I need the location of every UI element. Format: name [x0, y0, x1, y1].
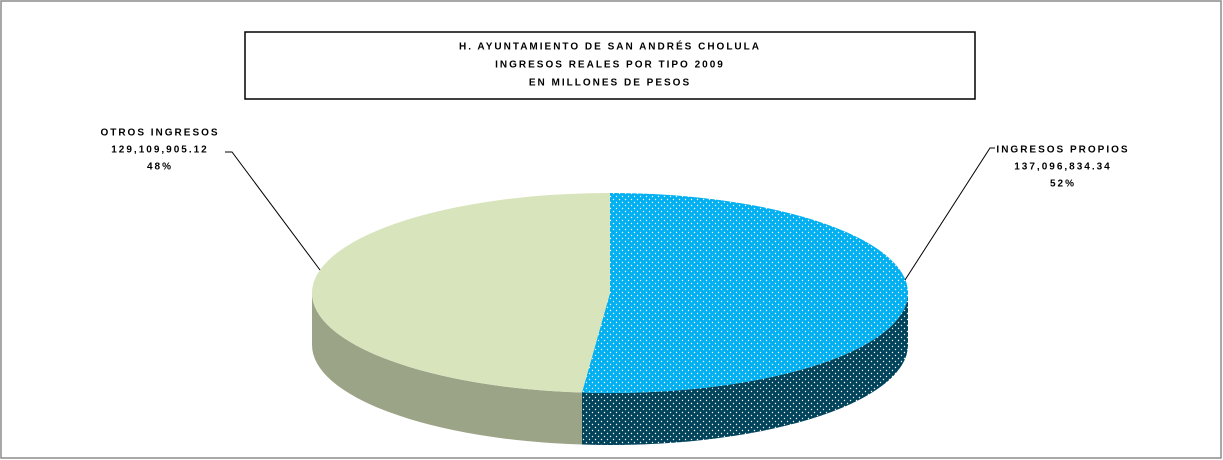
slice-label: INGRESOS PROPIOS: [996, 145, 1129, 156]
value-label: 137,096,834.34: [1014, 162, 1112, 173]
pie-slice-side: [312, 293, 582, 445]
pie-slice-side: [581, 293, 908, 445]
chart-title: INGRESOS REALES POR TIPO 2009: [495, 60, 725, 71]
pie-slice: [311, 193, 610, 393]
pie-slice: [581, 193, 908, 393]
title-box: [244, 31, 976, 100]
chart-title: H. AYUNTAMIENTO DE SAN ANDRÉS CHOLULA: [459, 40, 761, 53]
value-label: 129,109,905.12: [111, 145, 209, 156]
leader-line: [904, 147, 995, 281]
leader-line: [225, 151, 321, 271]
slice-label: OTROS INGRESOS: [100, 128, 219, 139]
chart-title: EN MILLONES DE PESOS: [529, 78, 691, 89]
percent-label: 48%: [147, 162, 173, 173]
percent-label: 52%: [1050, 179, 1076, 190]
